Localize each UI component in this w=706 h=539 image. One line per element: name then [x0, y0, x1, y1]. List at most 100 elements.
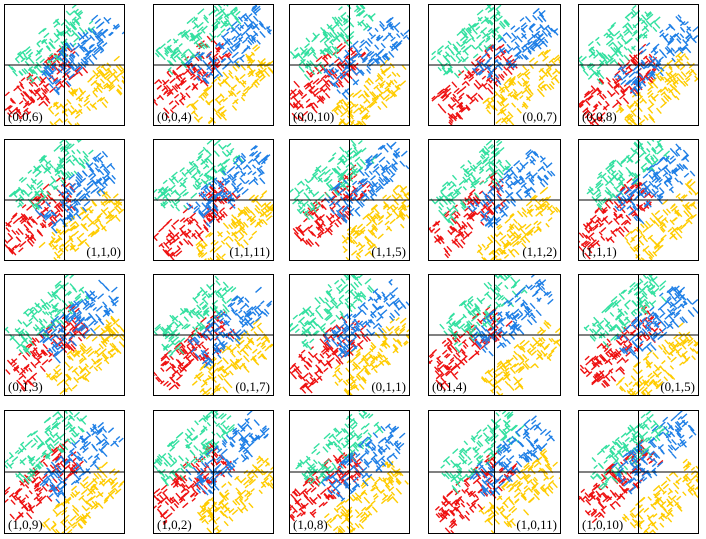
tile-region — [331, 57, 407, 125]
panel-label: (1,1,5) — [371, 244, 406, 259]
tile-region — [583, 275, 667, 349]
tile-region — [430, 5, 511, 79]
tile-region — [5, 275, 91, 356]
tile-panel: (0,1,4) — [428, 274, 561, 396]
tile-plot — [579, 275, 698, 395]
tile-region — [191, 318, 273, 395]
tile-region — [184, 5, 272, 85]
tile-region — [471, 7, 559, 86]
tile-region — [590, 411, 670, 490]
tile-region — [48, 55, 124, 125]
tile-panel: (0,0,4) — [153, 4, 274, 126]
tile-region — [429, 306, 513, 391]
tile-panel: (0,1,7) — [153, 274, 274, 396]
tile-panel: (1,0,9) — [4, 410, 125, 534]
tile-region — [154, 140, 245, 212]
tile-panel: (0,0,8) — [578, 4, 699, 126]
tile-region — [482, 49, 560, 125]
tile-region — [38, 189, 124, 260]
tile-panel: (1,0,11) — [428, 410, 561, 534]
panel-label: (1,0,8) — [293, 517, 328, 532]
tile-region — [341, 184, 409, 260]
tile-region — [615, 285, 698, 360]
panel-label: (1,1,1) — [582, 244, 617, 259]
tile-plot — [290, 411, 409, 533]
tile-panel: (1,1,11) — [153, 139, 274, 261]
tile-region — [323, 16, 409, 100]
tile-plot — [154, 411, 273, 533]
tile-panel: (0,0,6) — [4, 4, 125, 126]
tile-plot — [290, 275, 409, 395]
panel-label: (0,0,10) — [293, 109, 335, 124]
panel-label: (1,0,9) — [8, 517, 43, 532]
tile-plot — [154, 5, 273, 125]
tile-region — [611, 411, 697, 495]
panel-label: (0,0,6) — [8, 109, 43, 124]
tile-region — [40, 14, 124, 96]
tile-region — [579, 437, 664, 524]
tile-plot — [429, 140, 560, 260]
tile-panel: (0,1,5) — [578, 274, 699, 396]
tile-region — [467, 149, 556, 228]
tile-region — [34, 150, 116, 234]
tile-region — [8, 5, 97, 84]
panel-label: (1,1,0) — [86, 244, 121, 259]
panel-label: (1,0,2) — [157, 517, 192, 532]
tile-panel: (1,1,0) — [4, 139, 125, 261]
tile-region — [45, 315, 124, 395]
tile-plot — [429, 275, 560, 395]
tile-region — [476, 186, 560, 260]
tile-panel: (0,1,1) — [289, 274, 410, 396]
panel-label: (0,1,4) — [432, 379, 467, 394]
tile-plot — [154, 140, 273, 260]
tile-panel: (1,0,8) — [289, 410, 410, 534]
tile-region — [324, 460, 409, 533]
tile-plot — [5, 275, 124, 395]
tile-region — [5, 176, 76, 256]
tile-plot — [5, 411, 124, 533]
tile-region — [472, 275, 554, 357]
tile-region — [39, 279, 120, 364]
panel-label: (1,0,11) — [516, 517, 557, 532]
tile-region — [290, 275, 375, 351]
tile-panel: (1,1,5) — [289, 139, 410, 261]
tile-region — [478, 448, 560, 533]
tile-region — [154, 411, 235, 487]
tile-plot — [5, 140, 124, 260]
tile-region — [621, 458, 698, 533]
tile-region — [481, 319, 560, 395]
tile-panel: (1,1,2) — [428, 139, 561, 261]
tile-region — [295, 411, 384, 486]
panel-label: (0,1,1) — [371, 379, 406, 394]
tile-panel: (1,0,10) — [578, 410, 699, 534]
tile-region — [5, 411, 88, 485]
tile-region — [186, 144, 271, 228]
tile-panel: (0,1,3) — [4, 274, 125, 396]
panel-label: (0,1,5) — [660, 379, 695, 394]
tile-plot — [429, 411, 560, 533]
tile-region — [290, 38, 369, 122]
panel-label: (0,1,3) — [8, 379, 43, 394]
tile-plot — [579, 5, 698, 125]
panel-label: (0,1,7) — [235, 379, 270, 394]
tile-panel: (1,1,1) — [578, 139, 699, 261]
tile-panel: (0,0,10) — [289, 4, 410, 126]
tile-plot — [429, 5, 560, 125]
tile-plot — [5, 5, 124, 125]
panel-label: (0,0,7) — [522, 109, 557, 124]
tile-region — [185, 411, 270, 496]
tile-region — [324, 141, 409, 224]
tile-region — [586, 140, 671, 211]
tile-panel: (1,0,2) — [153, 410, 274, 534]
panel-label: (1,1,11) — [229, 244, 270, 259]
tile-region — [5, 45, 89, 120]
tile-panel: (0,0,7) — [428, 4, 561, 126]
tile-plot — [579, 411, 698, 533]
tile-plot — [154, 275, 273, 395]
tile-region — [579, 5, 661, 86]
tile-region — [614, 143, 696, 225]
panel-label: (1,1,2) — [522, 244, 557, 259]
panel-label: (1,0,10) — [582, 517, 624, 532]
tile-region — [290, 5, 376, 81]
tile-plot — [579, 140, 698, 260]
